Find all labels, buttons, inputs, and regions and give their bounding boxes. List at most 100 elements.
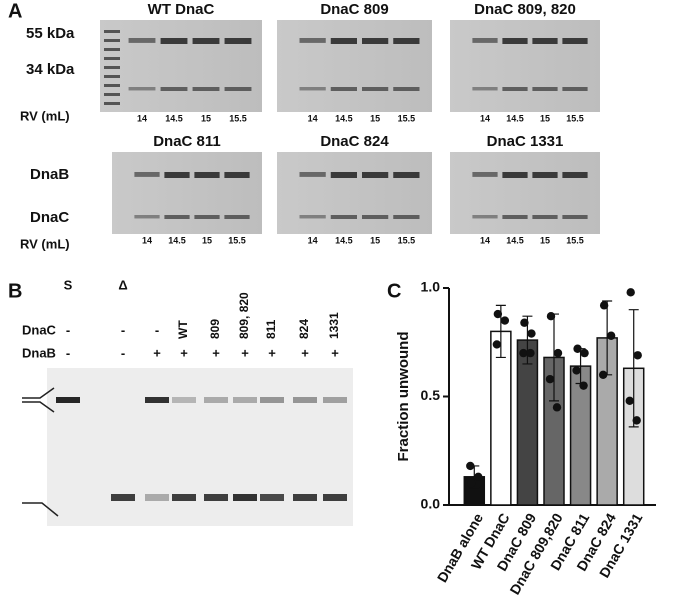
band [323,494,347,501]
gel [450,20,600,112]
band [56,397,80,403]
band [224,87,252,91]
lane-header: S [64,277,73,292]
gel-title: WT DnaC [148,1,215,18]
lane-label: 15.5 [398,235,416,245]
data-point [599,301,609,310]
error-bar [628,309,639,428]
y-tick-label: 0.0 [421,496,441,512]
lane-label: 14 [480,235,490,245]
marker-band [104,30,120,33]
lane-label: 14 [308,113,318,123]
marker-band [104,93,120,96]
band [562,215,588,219]
band [472,215,498,219]
substrate-icon [22,387,59,517]
band [233,397,257,403]
band [293,397,317,403]
band [204,494,228,501]
lane-label: 14 [142,235,152,245]
band [160,87,188,91]
band [532,172,558,178]
band [299,38,326,43]
lane-header: Δ [118,277,127,292]
band [393,172,420,178]
lane-dnac: 809 [208,319,222,339]
data-point [606,331,616,340]
lane-label: 14.5 [335,113,353,123]
data-point [632,416,641,425]
band [192,87,220,91]
data-point [625,396,634,406]
data-point [552,403,562,412]
band [393,38,420,44]
lane-dnac: - [121,322,125,337]
marker-band [104,57,120,60]
band [260,397,284,403]
marker-band [104,84,120,87]
band [330,38,357,44]
marker-band [104,39,120,42]
lane-label: 15 [370,235,380,245]
band [299,172,326,177]
data-point [545,374,555,384]
band [393,87,420,91]
band [299,87,326,91]
band [134,215,160,219]
band [532,38,558,44]
lane-dnab: + [331,345,339,360]
row-label: DnaB [30,166,69,183]
gel [100,20,262,112]
band [362,38,389,44]
y-axis-label: Fraction unwound [395,332,412,462]
data-point [553,348,563,358]
row-label: DnaC [22,322,57,337]
band [128,87,156,91]
lane-label: 15 [201,113,211,123]
data-point [573,344,582,353]
data-point [598,370,608,379]
band [502,87,528,91]
lane-label: 14 [480,113,490,123]
lane-label: 15.5 [398,113,416,123]
row-label: RV (mL) [20,108,70,123]
band [330,215,357,219]
band [224,172,250,178]
bar [516,339,539,506]
band [362,215,389,219]
data-point [492,340,502,349]
gel [450,152,600,234]
band [330,172,357,178]
lane-label: 15.5 [566,235,584,245]
data-point [580,348,589,358]
data-point [493,309,503,319]
gel [277,152,432,234]
row-label: RV (mL) [20,236,70,251]
gel [277,20,432,112]
data-point [520,318,529,327]
lane-dnab: + [180,345,188,360]
band [362,87,389,91]
lane-dnab: + [241,345,249,360]
row-label: 34 kDa [26,61,75,78]
marker-band [104,66,120,69]
y-tick-label: 0.5 [421,387,441,403]
band [502,38,528,44]
band [164,172,190,178]
lane-label: 14.5 [506,235,524,245]
band [172,397,196,403]
marker-band [104,75,120,78]
band [194,215,220,219]
band [472,38,498,43]
lane-dnac: 1331 [327,312,341,339]
band [172,494,196,501]
band [233,494,257,501]
gel [112,152,262,234]
data-point [546,312,556,321]
band [330,87,357,91]
data-point [527,329,536,338]
lane-label: 14 [137,113,147,123]
panel-label: B [8,280,22,302]
gel-title: DnaC 824 [320,133,389,150]
